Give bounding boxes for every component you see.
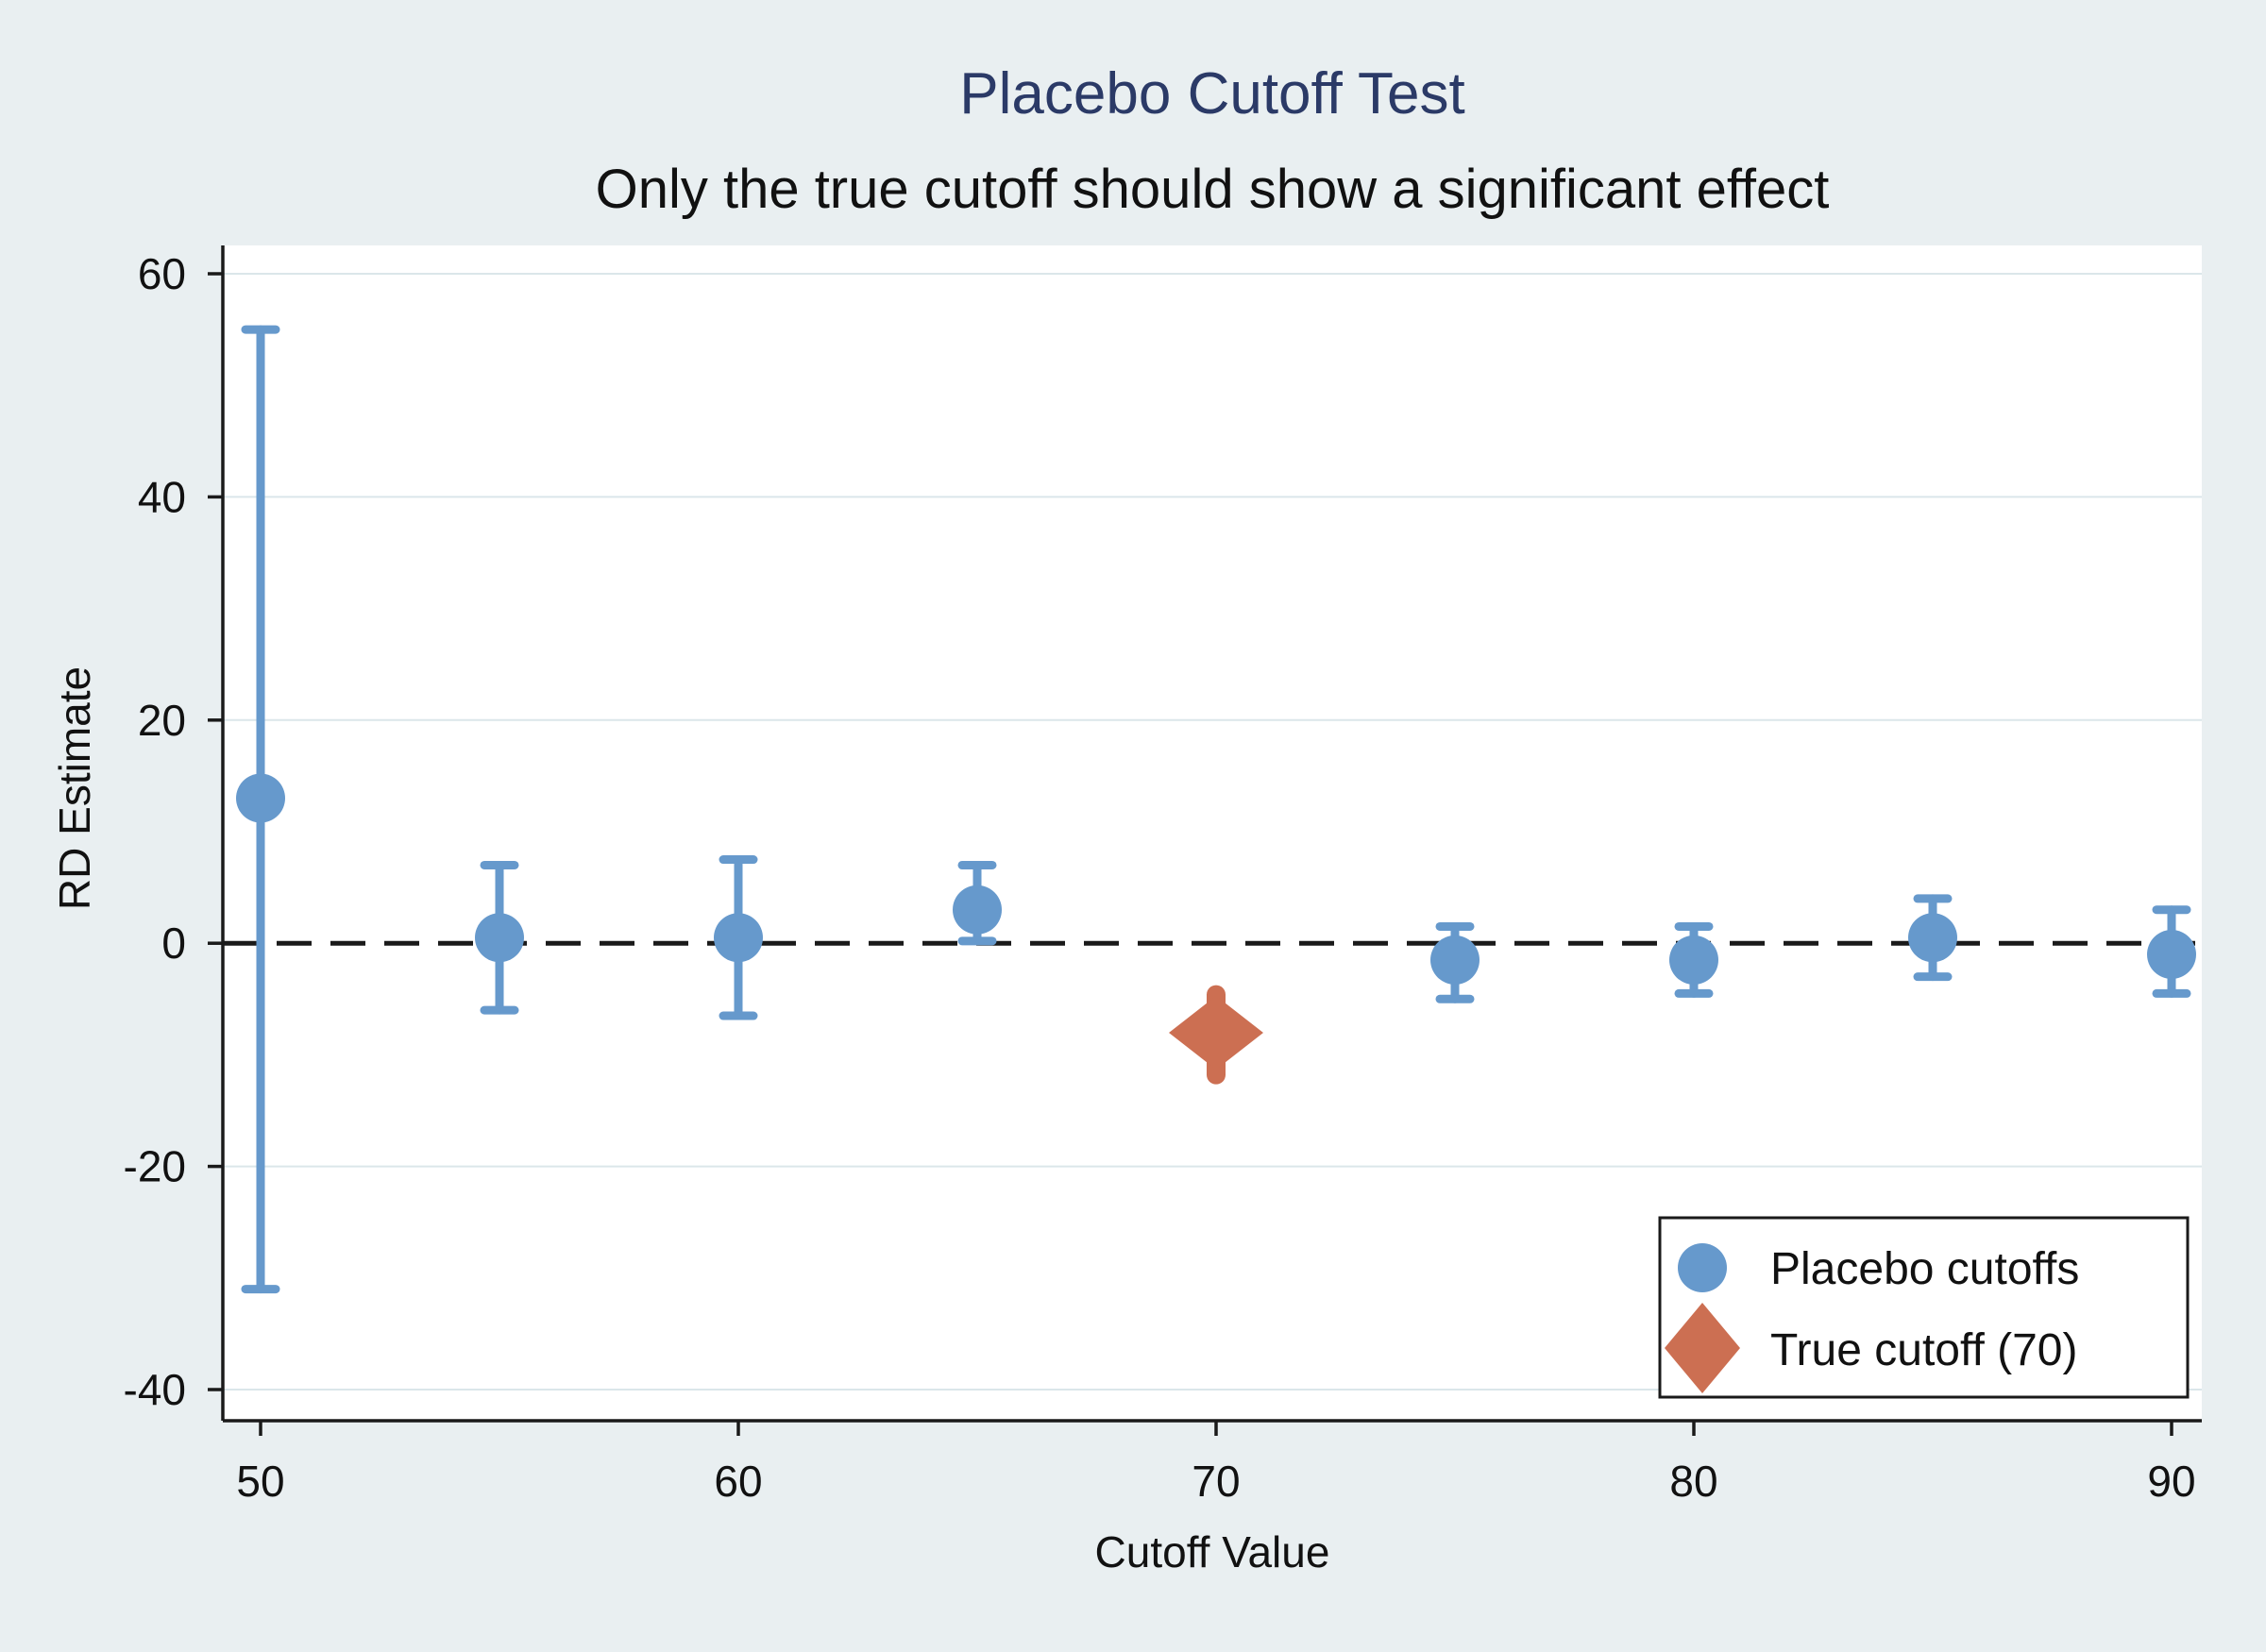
svg-text:50: 50 <box>236 1457 284 1506</box>
svg-text:Placebo Cutoff Test: Placebo Cutoff Test <box>959 61 1464 126</box>
svg-text:0: 0 <box>161 919 186 968</box>
svg-text:60: 60 <box>714 1457 762 1506</box>
svg-text:Only the true cutoff should sh: Only the true cutoff should show a signi… <box>596 159 1830 220</box>
svg-text:90: 90 <box>2147 1457 2195 1506</box>
svg-text:-40: -40 <box>124 1365 186 1414</box>
svg-text:RD Estimate: RD Estimate <box>50 666 99 910</box>
svg-text:60: 60 <box>138 249 186 298</box>
svg-text:80: 80 <box>1669 1457 1717 1506</box>
svg-text:Placebo cutoffs: Placebo cutoffs <box>1770 1244 2079 1294</box>
svg-text:Cutoff Value: Cutoff Value <box>1095 1527 1330 1576</box>
svg-text:40: 40 <box>138 472 186 521</box>
svg-text:70: 70 <box>1192 1457 1240 1506</box>
svg-text:True cutoff (70): True cutoff (70) <box>1770 1325 2077 1375</box>
svg-text:20: 20 <box>138 696 186 745</box>
svg-text:-20: -20 <box>124 1142 186 1191</box>
